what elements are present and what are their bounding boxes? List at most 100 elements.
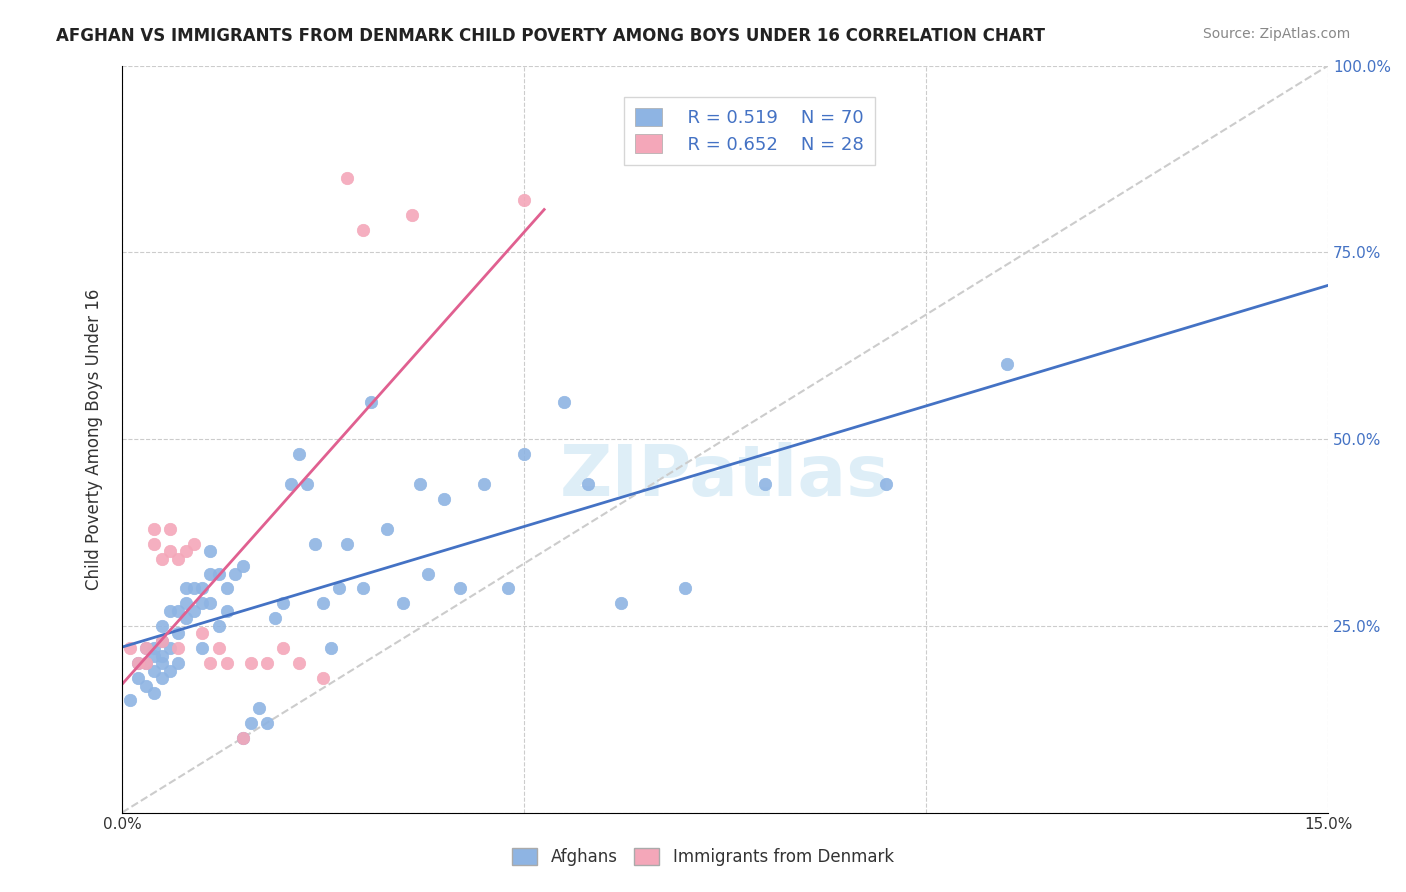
Point	[215, 582, 238, 596]
Point	[239, 656, 262, 670]
Point	[176, 582, 198, 596]
Point	[352, 223, 374, 237]
Point	[200, 596, 222, 610]
Point	[143, 686, 166, 700]
Point	[232, 731, 254, 745]
Point	[754, 476, 776, 491]
Point	[159, 604, 181, 618]
Point	[416, 566, 439, 581]
Legend: Afghans, Immigrants from Denmark: Afghans, Immigrants from Denmark	[503, 840, 903, 875]
Point	[191, 596, 214, 610]
Point	[143, 664, 166, 678]
Point	[159, 664, 181, 678]
Point	[336, 536, 359, 550]
Point	[295, 476, 318, 491]
Point	[167, 626, 190, 640]
Point	[271, 641, 294, 656]
Point	[183, 582, 205, 596]
Point	[135, 679, 157, 693]
Point	[176, 596, 198, 610]
Point	[673, 582, 696, 596]
Text: AFGHAN VS IMMIGRANTS FROM DENMARK CHILD POVERTY AMONG BOYS UNDER 16 CORRELATION : AFGHAN VS IMMIGRANTS FROM DENMARK CHILD …	[56, 27, 1045, 45]
Point	[200, 544, 222, 558]
Point	[127, 671, 149, 685]
Point	[150, 671, 173, 685]
Point	[143, 536, 166, 550]
Point	[135, 656, 157, 670]
Point	[120, 693, 142, 707]
Point	[609, 596, 631, 610]
Point	[143, 522, 166, 536]
Point	[336, 170, 359, 185]
Point	[207, 619, 229, 633]
Point	[167, 641, 190, 656]
Point	[200, 656, 222, 670]
Point	[247, 701, 270, 715]
Point	[280, 476, 302, 491]
Point	[150, 633, 173, 648]
Point	[232, 731, 254, 745]
Point	[120, 641, 142, 656]
Point	[135, 656, 157, 670]
Text: ZIPatlas: ZIPatlas	[560, 442, 890, 511]
Point	[207, 641, 229, 656]
Point	[176, 611, 198, 625]
Legend:   R = 0.519    N = 70,   R = 0.652    N = 28: R = 0.519 N = 70, R = 0.652 N = 28	[624, 97, 875, 165]
Point	[150, 619, 173, 633]
Point	[167, 656, 190, 670]
Point	[215, 604, 238, 618]
Point	[319, 641, 342, 656]
Point	[995, 357, 1018, 371]
Point	[224, 566, 246, 581]
Point	[215, 656, 238, 670]
Point	[135, 641, 157, 656]
Point	[143, 648, 166, 663]
Point	[449, 582, 471, 596]
Point	[150, 633, 173, 648]
Point	[150, 648, 173, 663]
Point	[288, 656, 311, 670]
Point	[159, 544, 181, 558]
Point	[360, 394, 382, 409]
Point	[239, 715, 262, 730]
Point	[135, 641, 157, 656]
Point	[288, 447, 311, 461]
Point	[127, 656, 149, 670]
Point	[312, 671, 335, 685]
Point	[312, 596, 335, 610]
Point	[167, 604, 190, 618]
Point	[472, 476, 495, 491]
Point	[304, 536, 326, 550]
Point	[207, 566, 229, 581]
Point	[143, 641, 166, 656]
Point	[553, 394, 575, 409]
Text: Source: ZipAtlas.com: Source: ZipAtlas.com	[1202, 27, 1350, 41]
Point	[167, 551, 190, 566]
Point	[256, 715, 278, 730]
Point	[191, 582, 214, 596]
Point	[159, 641, 181, 656]
Point	[377, 522, 399, 536]
Point	[513, 447, 536, 461]
Point	[127, 656, 149, 670]
Y-axis label: Child Poverty Among Boys Under 16: Child Poverty Among Boys Under 16	[86, 288, 103, 590]
Point	[328, 582, 350, 596]
Point	[150, 551, 173, 566]
Point	[401, 208, 423, 222]
Point	[392, 596, 415, 610]
Point	[271, 596, 294, 610]
Point	[352, 582, 374, 596]
Point	[150, 656, 173, 670]
Point	[183, 536, 205, 550]
Point	[159, 522, 181, 536]
Point	[176, 544, 198, 558]
Point	[513, 193, 536, 207]
Point	[408, 476, 430, 491]
Point	[576, 476, 599, 491]
Point	[496, 582, 519, 596]
Point	[191, 641, 214, 656]
Point	[183, 604, 205, 618]
Point	[200, 566, 222, 581]
Point	[191, 626, 214, 640]
Point	[875, 476, 897, 491]
